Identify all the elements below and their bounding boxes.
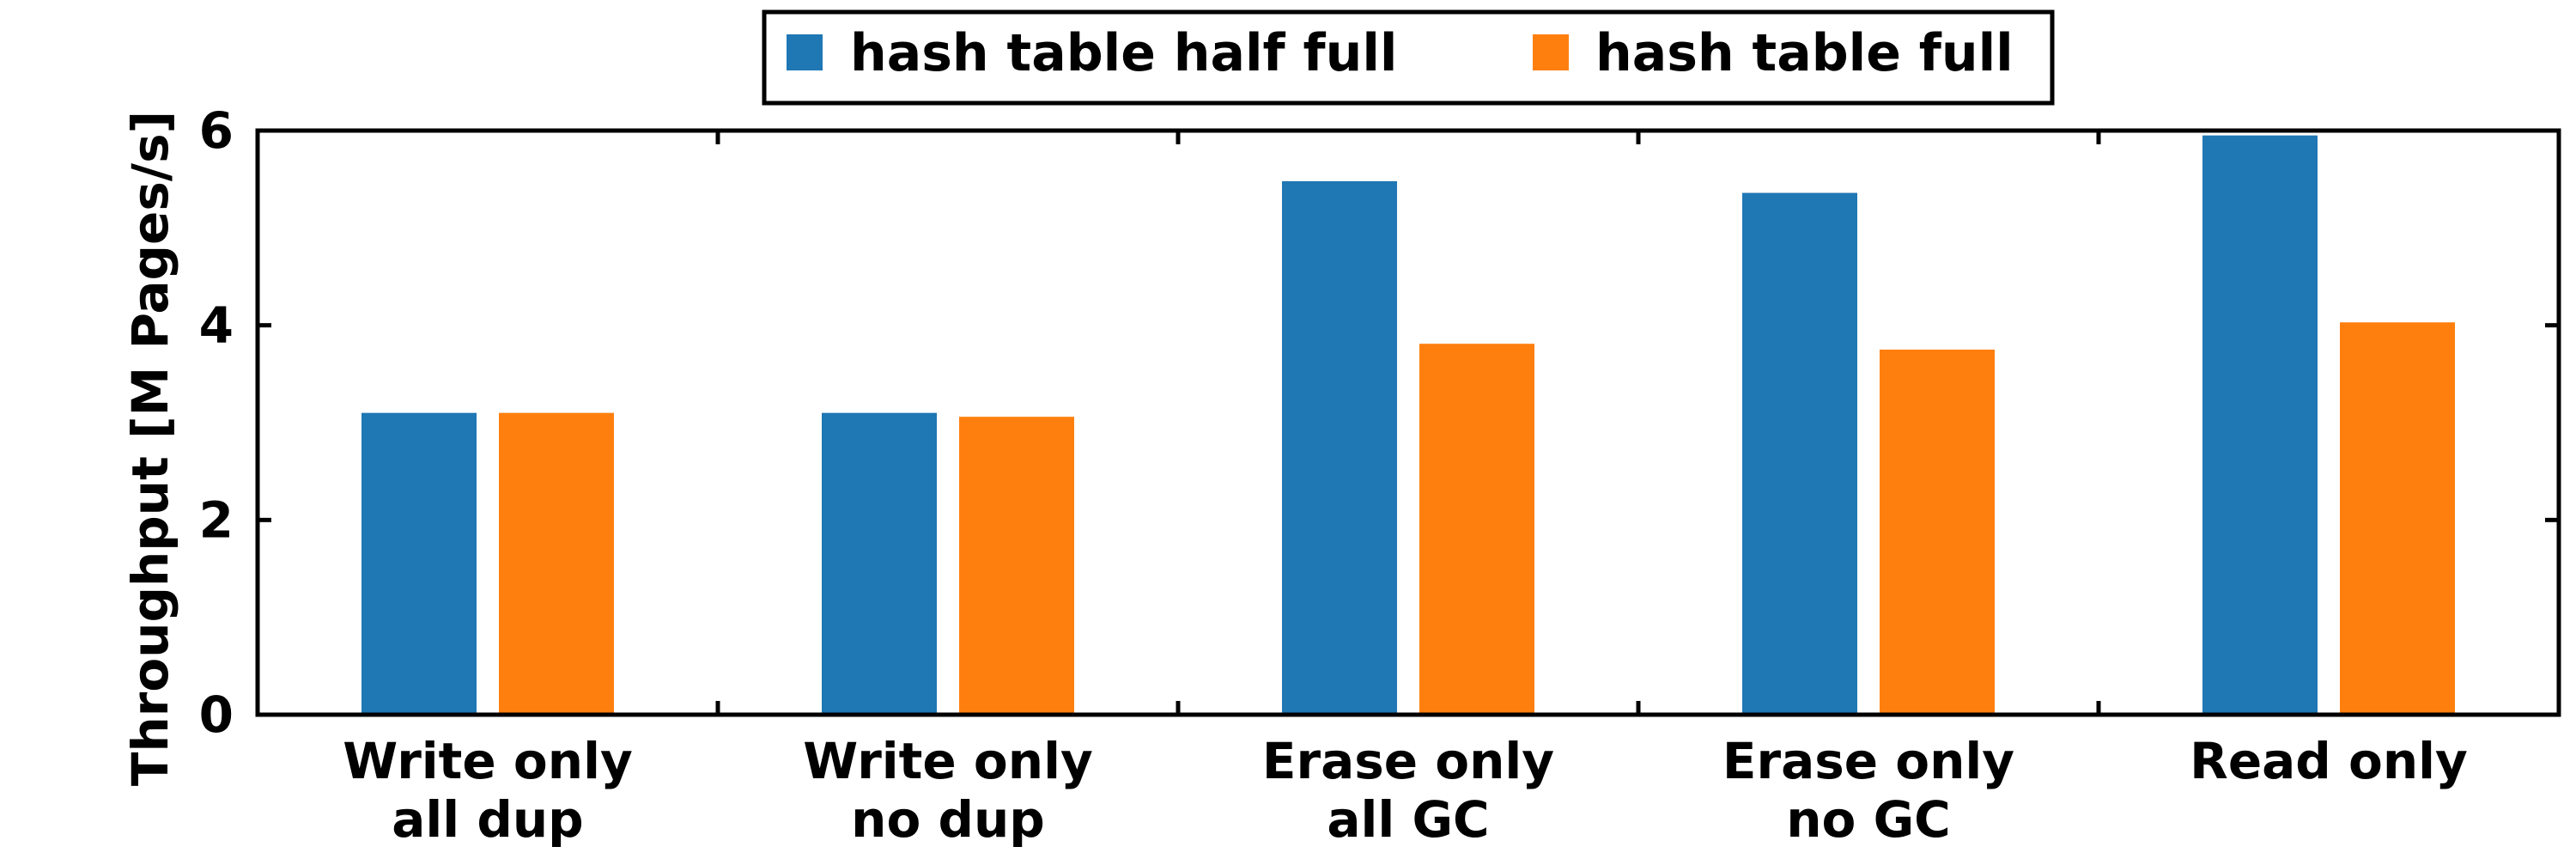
bar-half-full-3 xyxy=(1742,192,1857,716)
bar-full-0 xyxy=(499,412,614,715)
x-tick-label: all dup xyxy=(392,790,583,849)
y-tick-label: 4 xyxy=(199,296,234,355)
bar-full-3 xyxy=(1880,350,1995,715)
x-tick-label: no dup xyxy=(851,790,1045,849)
bar-half-full-0 xyxy=(361,412,477,715)
x-tick-label: Read only xyxy=(2190,732,2468,790)
legend-swatch-half-full xyxy=(787,34,823,70)
x-axis-ticks xyxy=(715,131,2101,715)
bar-half-full-4 xyxy=(2202,135,2318,715)
legend-swatch-full xyxy=(1533,34,1569,70)
x-tick-label: Erase only xyxy=(1722,732,2014,790)
y-axis-ticks: 0 2 4 6 xyxy=(199,101,2559,744)
bar-full-4 xyxy=(2340,322,2455,715)
x-tick-label: Erase only xyxy=(1262,732,1554,790)
y-tick-label: 2 xyxy=(199,490,234,549)
y-axis-title: Throughput [M Pages/s] xyxy=(121,111,179,786)
plot-frame xyxy=(255,128,2561,717)
y-tick-label: 6 xyxy=(199,101,234,160)
legend: hash table half full hash table full xyxy=(762,9,2055,106)
x-tick-label: no GC xyxy=(1786,790,1951,849)
legend-box xyxy=(762,9,2055,106)
bar-half-full-1 xyxy=(822,412,937,715)
bar-full-1 xyxy=(959,417,1074,715)
x-tick-label: all GC xyxy=(1327,790,1489,849)
bar-full-2 xyxy=(1419,344,1534,715)
y-tick-label: 0 xyxy=(199,685,234,744)
x-tick-label: Write only xyxy=(343,732,633,790)
x-tick-label: Write only xyxy=(803,732,1093,790)
legend-label-full: hash table full xyxy=(1595,23,2014,83)
bars-group xyxy=(361,135,2455,716)
legend-label-half-full: hash table half full xyxy=(850,23,1398,83)
bar-half-full-2 xyxy=(1282,180,1397,715)
